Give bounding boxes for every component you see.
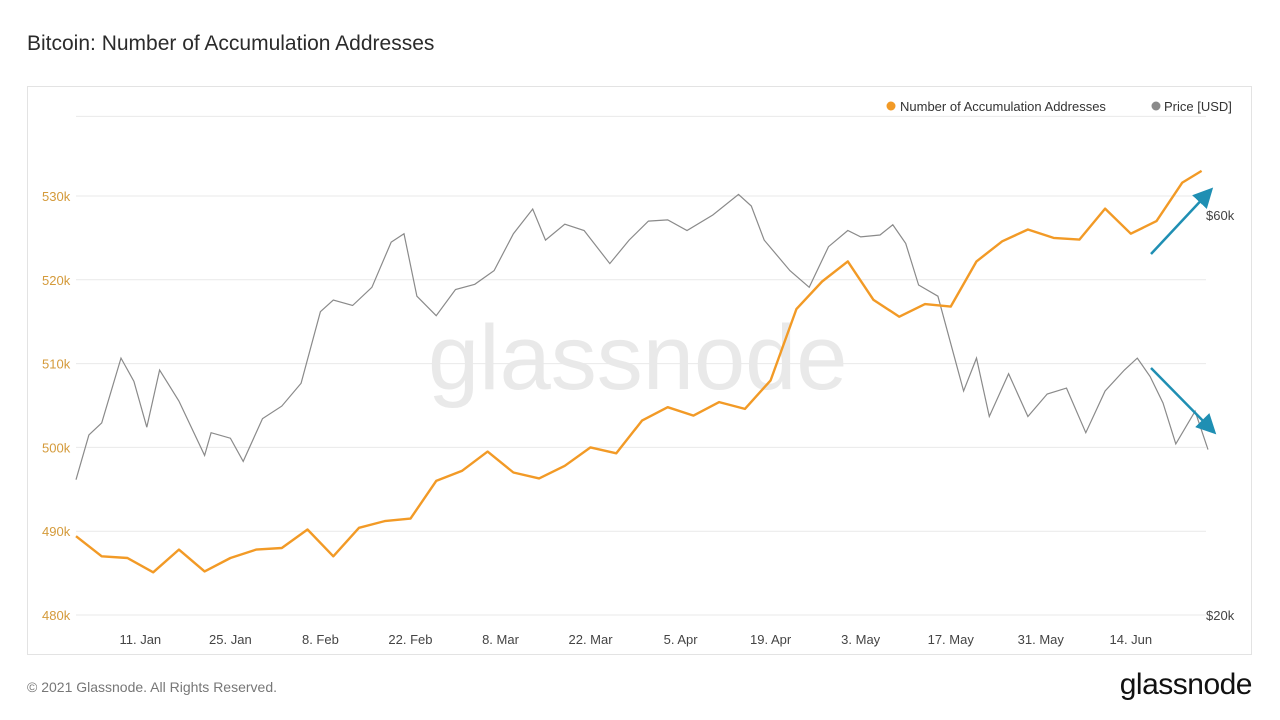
left-axis-tick-label: 520k <box>42 273 71 288</box>
down-arrow-annotation <box>1150 367 1217 435</box>
x-axis-tick-label: 3. May <box>841 632 881 647</box>
right-axis-labels: $20k $60k <box>1206 208 1235 623</box>
x-axis-tick-label: 22. Mar <box>569 632 614 647</box>
left-axis-tick-label: 500k <box>42 440 71 455</box>
grid-lines <box>76 115 1206 616</box>
left-axis-labels: 480k 490k 500k 510k 520k 530k <box>42 189 71 623</box>
left-axis-tick-label: 530k <box>42 189 71 204</box>
x-axis-tick-label: 14. Jun <box>1109 632 1152 647</box>
left-axis-tick-label: 490k <box>42 524 71 539</box>
x-axis-tick-label: 8. Mar <box>482 632 520 647</box>
x-axis-labels: 11. Jan 25. Jan 8. Feb 22. Feb 8. Mar 22. Mar… <box>119 632 1152 647</box>
brand-logo[interactable]: glassnode <box>1119 668 1253 701</box>
x-axis-tick-label: 25. Jan <box>209 632 252 647</box>
price-series-line <box>75 193 1209 480</box>
copyright-footer: © 2021 Glassnode. All Rights Reserved. <box>27 679 278 695</box>
x-axis-tick-label: 8. Feb <box>302 632 339 647</box>
x-axis-tick-label: 17. May <box>928 632 975 647</box>
x-axis-tick-label: 5. Apr <box>664 632 699 647</box>
right-axis-tick-label: $20k <box>1206 608 1235 623</box>
left-axis-tick-label: 510k <box>42 357 71 372</box>
chart-title: Bitcoin: Number of Accumulation Addresse… <box>27 32 435 55</box>
up-arrow-annotation <box>1150 187 1214 255</box>
chart-panel: glassnode 480k 490k 500k 510k 520k 530k $20k $… <box>27 86 1252 655</box>
x-axis-tick-label: 22. Feb <box>388 632 432 647</box>
watermark-text: glassnode <box>428 307 847 409</box>
legend-price-label[interactable]: Price [USD] <box>1164 99 1232 114</box>
x-axis-tick-label: 19. Apr <box>750 632 792 647</box>
right-axis-tick-label: $60k <box>1206 208 1235 223</box>
legend: Number of Accumulation Addresses Price [… <box>886 99 1232 114</box>
left-axis-tick-label: 480k <box>42 608 71 623</box>
legend-accumulation-dot <box>886 101 896 111</box>
x-axis-tick-label: 31. May <box>1018 632 1065 647</box>
x-axis-tick-label: 11. Jan <box>119 632 161 647</box>
legend-accumulation-label[interactable]: Number of Accumulation Addresses <box>900 99 1106 114</box>
legend-price-dot <box>1151 101 1161 111</box>
accumulation-series-line <box>75 169 1203 574</box>
